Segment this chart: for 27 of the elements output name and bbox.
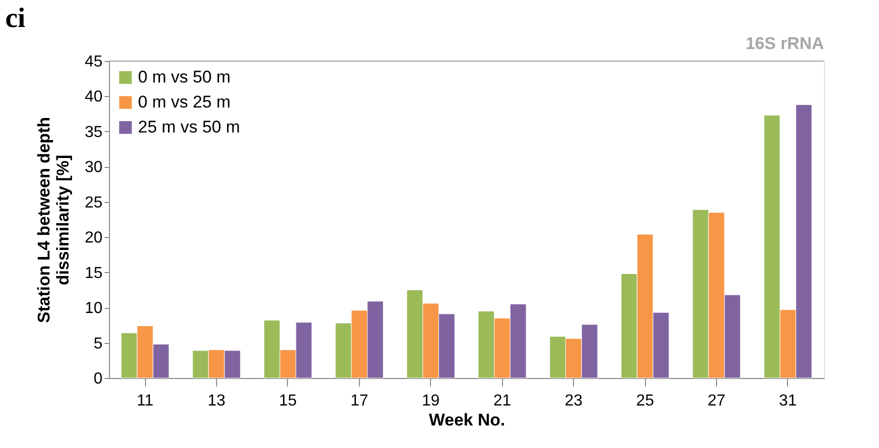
y-tick-label: 40 (84, 88, 103, 106)
legend-label: 0 m vs 25 m (138, 92, 231, 112)
text: 16S rRNA (746, 34, 824, 53)
x-tick-label: 19 (422, 392, 440, 410)
x-tick-label: 27 (708, 392, 726, 410)
x-tick-label: 17 (350, 392, 368, 410)
chart-title: ci (5, 3, 26, 34)
x-tick-label: 23 (564, 392, 583, 410)
y-tick-label: 10 (84, 300, 103, 318)
y-axis-title: Station L4 between depth dissimilarity [%] (34, 117, 73, 323)
y-tick-label: 0 (94, 370, 103, 388)
y-tick-label: 30 (84, 159, 103, 176)
y-tick-label: 20 (84, 230, 103, 247)
y-tick-label: 35 (84, 124, 103, 141)
x-tick-label: 15 (279, 392, 297, 410)
x-axis-title: Week No. (428, 410, 506, 430)
legend-label: 0 m vs 50 m (138, 68, 231, 86)
x-tick-label: 31 (779, 392, 797, 410)
x-tick-label: 13 (208, 392, 226, 410)
y-tick-label: 25 (84, 194, 103, 212)
x-tick-label: 25 (636, 392, 654, 410)
x-tick-label: 11 (136, 392, 154, 410)
y-tick-label: 45 (84, 54, 103, 70)
y-tick-label: 15 (84, 264, 103, 282)
y-tick-label: 5 (94, 335, 103, 352)
legend-label: 25 m vs 50 m (138, 118, 240, 136)
x-tick-label: 21 (493, 392, 512, 410)
